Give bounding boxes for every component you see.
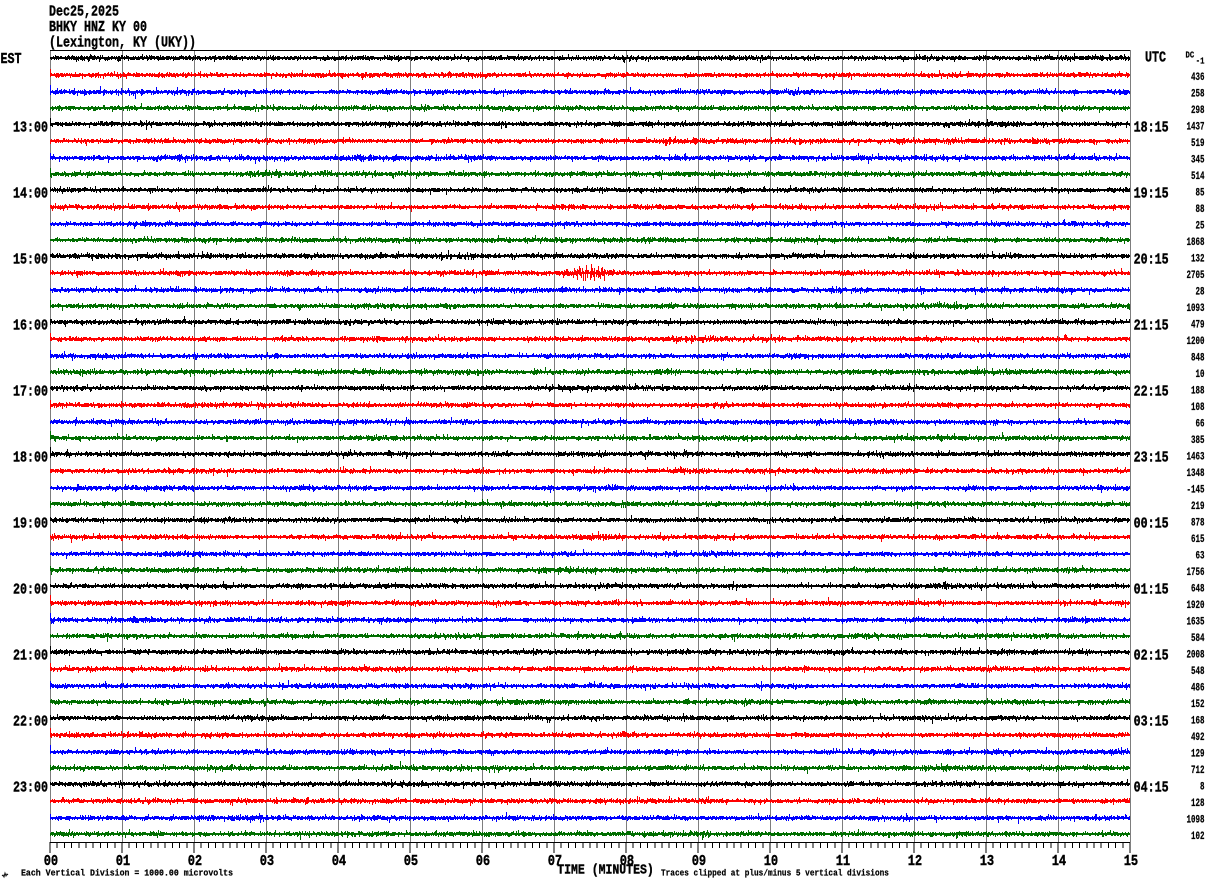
svg-text:(Lexington, KY (UKY)): (Lexington, KY (UKY)) — [49, 36, 196, 52]
svg-text:10: 10 — [764, 854, 779, 870]
svg-text:878: 878 — [1191, 517, 1205, 529]
svg-text:548: 548 — [1191, 666, 1205, 678]
svg-text:02: 02 — [188, 854, 203, 870]
svg-text:20:15: 20:15 — [1134, 253, 1169, 269]
svg-text:15:00: 15:00 — [13, 253, 48, 269]
svg-text:TIME (MINUTES): TIME (MINUTES) — [557, 864, 654, 879]
svg-text:168: 168 — [1191, 715, 1205, 727]
svg-text:13: 13 — [980, 854, 995, 870]
svg-text:23:15: 23:15 — [1134, 451, 1169, 467]
svg-text:19:00: 19:00 — [13, 517, 48, 533]
svg-text:13:00: 13:00 — [13, 121, 48, 137]
svg-text:436: 436 — [1191, 72, 1205, 84]
svg-text:1098: 1098 — [1187, 814, 1205, 826]
svg-text:66: 66 — [1196, 418, 1205, 430]
svg-text:102: 102 — [1191, 831, 1205, 843]
svg-text:19:15: 19:15 — [1134, 187, 1169, 203]
svg-text:05: 05 — [404, 854, 419, 870]
svg-text:18:15: 18:15 — [1134, 121, 1169, 137]
svg-text:04: 04 — [332, 854, 347, 870]
svg-text:345: 345 — [1191, 154, 1205, 166]
svg-text:00:15: 00:15 — [1134, 517, 1169, 533]
svg-text:10: 10 — [1196, 369, 1205, 381]
svg-text:23:00: 23:00 — [13, 781, 48, 797]
svg-text:08: 08 — [620, 854, 635, 870]
svg-text:298: 298 — [1191, 105, 1205, 117]
svg-text:8: 8 — [1200, 781, 1205, 793]
svg-text:848: 848 — [1191, 352, 1205, 364]
svg-text:EST: EST — [1, 52, 22, 68]
svg-text:14:00: 14:00 — [13, 187, 48, 203]
svg-text:1868: 1868 — [1187, 237, 1205, 249]
svg-text:1093: 1093 — [1187, 303, 1205, 315]
svg-text:85: 85 — [1196, 187, 1205, 199]
svg-text:2705: 2705 — [1187, 270, 1205, 282]
svg-text:DC: DC — [1186, 50, 1195, 61]
svg-text:04:15: 04:15 — [1134, 781, 1169, 797]
svg-text:108: 108 — [1191, 402, 1205, 414]
svg-text:492: 492 — [1191, 732, 1205, 744]
svg-text:28: 28 — [1196, 286, 1205, 298]
svg-text:20:00: 20:00 — [13, 583, 48, 599]
svg-text:129: 129 — [1191, 748, 1205, 760]
svg-text:258: 258 — [1191, 88, 1205, 100]
svg-text:-145: -145 — [1187, 484, 1205, 496]
svg-text:15: 15 — [1124, 854, 1139, 870]
svg-text:Traces clipped at plus/minus 5: Traces clipped at plus/minus 5 vertical … — [661, 868, 889, 879]
svg-text:18:00: 18:00 — [13, 451, 48, 467]
svg-text:1635: 1635 — [1187, 616, 1205, 628]
svg-text:-1: -1 — [1196, 56, 1205, 67]
svg-text:712: 712 — [1191, 765, 1205, 777]
svg-text:16:00: 16:00 — [13, 319, 48, 335]
svg-text:514: 514 — [1191, 171, 1205, 183]
svg-text:Dec25,2025: Dec25,2025 — [49, 4, 119, 20]
svg-text:25: 25 — [1196, 220, 1205, 232]
svg-text:17:00: 17:00 — [13, 385, 48, 401]
svg-text:648: 648 — [1191, 583, 1205, 595]
svg-text:01: 01 — [116, 854, 131, 870]
svg-text:11: 11 — [836, 854, 851, 870]
svg-text:1348: 1348 — [1187, 468, 1205, 480]
svg-text:2008: 2008 — [1187, 649, 1205, 661]
svg-text:12: 12 — [908, 854, 923, 870]
svg-text:385: 385 — [1191, 435, 1205, 447]
svg-text:584: 584 — [1191, 633, 1205, 645]
svg-text:03:15: 03:15 — [1134, 715, 1169, 731]
svg-text:22:15: 22:15 — [1134, 385, 1169, 401]
svg-text:152: 152 — [1191, 699, 1205, 711]
svg-text:14: 14 — [1052, 854, 1067, 870]
svg-text:06: 06 — [476, 854, 491, 870]
svg-text:21:15: 21:15 — [1134, 319, 1169, 335]
svg-text:22:00: 22:00 — [13, 715, 48, 731]
svg-text:63: 63 — [1196, 550, 1205, 562]
svg-text:1200: 1200 — [1187, 336, 1205, 348]
svg-text:486: 486 — [1191, 682, 1205, 694]
svg-text:615: 615 — [1191, 534, 1205, 546]
svg-text:128: 128 — [1191, 798, 1205, 810]
svg-text:188: 188 — [1191, 385, 1205, 397]
svg-text:00: 00 — [44, 854, 59, 870]
svg-text:BHKY HNZ KY 00: BHKY HNZ KY 00 — [49, 20, 147, 36]
svg-text:Each Vertical Division = 1000.: Each Vertical Division = 1000.00 microvo… — [21, 868, 233, 879]
svg-text:1920: 1920 — [1187, 600, 1205, 612]
svg-text:03: 03 — [260, 854, 275, 870]
svg-text:02:15: 02:15 — [1134, 649, 1169, 665]
svg-text:07: 07 — [548, 854, 563, 870]
svg-text:479: 479 — [1191, 319, 1205, 331]
svg-text:132: 132 — [1191, 253, 1205, 265]
svg-text:21:00: 21:00 — [13, 649, 48, 665]
svg-text:1463: 1463 — [1187, 451, 1205, 463]
svg-text:519: 519 — [1191, 138, 1205, 150]
svg-text:1756: 1756 — [1187, 567, 1205, 579]
svg-text:UTC: UTC — [1145, 51, 1166, 67]
svg-text:09: 09 — [692, 854, 707, 870]
svg-text:88: 88 — [1196, 204, 1205, 216]
svg-text:01:15: 01:15 — [1134, 583, 1169, 599]
svg-text:219: 219 — [1191, 501, 1205, 513]
svg-text:1437: 1437 — [1187, 121, 1205, 133]
